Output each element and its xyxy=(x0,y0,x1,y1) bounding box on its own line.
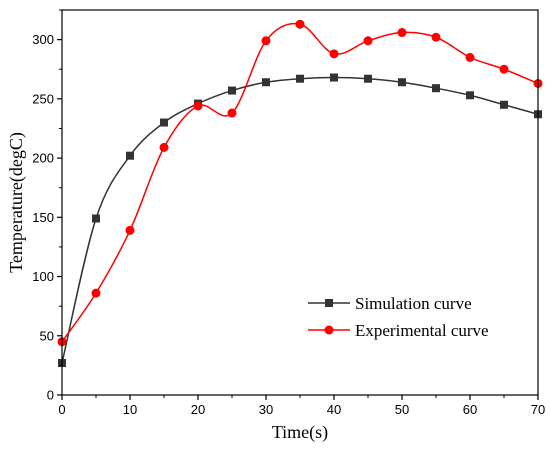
data-point-simulation xyxy=(160,118,168,127)
data-point-experimental xyxy=(295,19,305,29)
data-point-experimental xyxy=(431,32,441,42)
x-tick-label: 0 xyxy=(58,402,65,417)
y-tick-label: 150 xyxy=(32,210,54,225)
y-tick-label: 50 xyxy=(40,328,54,343)
data-point-simulation xyxy=(364,74,372,83)
data-point-experimental xyxy=(499,64,509,74)
legend-marker-simulation xyxy=(325,299,333,307)
y-tick-label: 100 xyxy=(32,269,54,284)
x-tick-label: 50 xyxy=(395,402,409,417)
x-tick-label: 60 xyxy=(463,402,477,417)
data-point-experimental xyxy=(193,101,203,111)
y-axis-title: Temperature(degC) xyxy=(6,132,27,273)
data-point-simulation xyxy=(500,100,508,109)
data-point-experimental xyxy=(363,36,373,46)
legend-item-experimental: Experimental curve xyxy=(308,321,489,340)
data-point-simulation xyxy=(262,78,270,87)
x-tick-label: 30 xyxy=(259,402,273,417)
data-point-simulation xyxy=(126,151,134,160)
y-tick-label: 300 xyxy=(32,32,54,47)
legend-label-experimental: Experimental curve xyxy=(355,321,489,340)
data-point-simulation xyxy=(466,91,474,100)
series-line-experimental xyxy=(61,22,539,343)
y-tick-label: 250 xyxy=(32,91,54,106)
x-tick-label: 10 xyxy=(123,402,137,417)
x-tick-label: 70 xyxy=(531,402,545,417)
axes: 0 10 20 30 40 50 60 70 0 50 100 150 200 250 300 xyxy=(32,9,545,417)
x-tick-label: 40 xyxy=(327,402,341,417)
data-point-simulation xyxy=(330,73,338,82)
data-point-experimental xyxy=(159,142,169,152)
data-point-experimental xyxy=(465,52,475,62)
x-tick-label: 20 xyxy=(191,402,205,417)
data-point-experimental xyxy=(91,288,101,298)
legend: Simulation curve Experimental curve xyxy=(308,294,489,340)
data-point-experimental xyxy=(125,225,135,235)
plot-marks xyxy=(57,19,543,368)
legend-marker-experimental xyxy=(324,325,334,335)
data-point-simulation xyxy=(432,84,440,93)
y-tick-label: 0 xyxy=(47,388,54,403)
data-point-simulation xyxy=(296,74,304,83)
data-point-experimental xyxy=(261,36,271,46)
data-point-simulation xyxy=(92,214,100,223)
data-point-experimental xyxy=(329,49,339,59)
legend-label-simulation: Simulation curve xyxy=(355,294,472,313)
x-axis-title: Time(s) xyxy=(272,422,328,443)
y-tick-label: 200 xyxy=(32,151,54,166)
data-point-simulation xyxy=(398,78,406,87)
data-point-simulation xyxy=(228,86,236,95)
data-point-experimental xyxy=(227,108,237,118)
legend-item-simulation: Simulation curve xyxy=(308,294,472,313)
data-point-experimental xyxy=(397,28,407,38)
